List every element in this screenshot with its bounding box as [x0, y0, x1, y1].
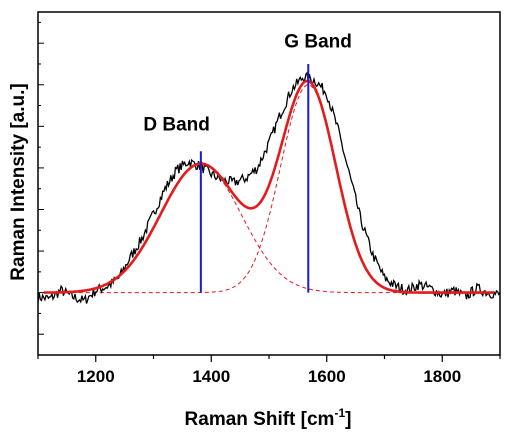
band-annotations: D Band G Band: [143, 31, 352, 135]
fit-line: [43, 79, 495, 294]
y-axis-label: Raman Intensity [a.u.]: [8, 83, 29, 280]
y-axis-ticks: [38, 21, 44, 335]
x-axis-label: Raman Shift [cm-1]: [185, 406, 352, 430]
total-fit: [43, 79, 495, 294]
x-tick-label: 1800: [423, 367, 461, 386]
x-axis-ticks: 1200 1400 1600 1800: [37, 355, 501, 386]
annotation-g-band: G Band: [284, 31, 352, 52]
annotation-d-band: D Band: [143, 114, 210, 135]
band-markers: [199, 63, 310, 293]
x-tick-label: 1200: [77, 367, 115, 386]
x-tick-label: 1600: [308, 367, 346, 386]
x-tick-label: 1400: [192, 367, 230, 386]
